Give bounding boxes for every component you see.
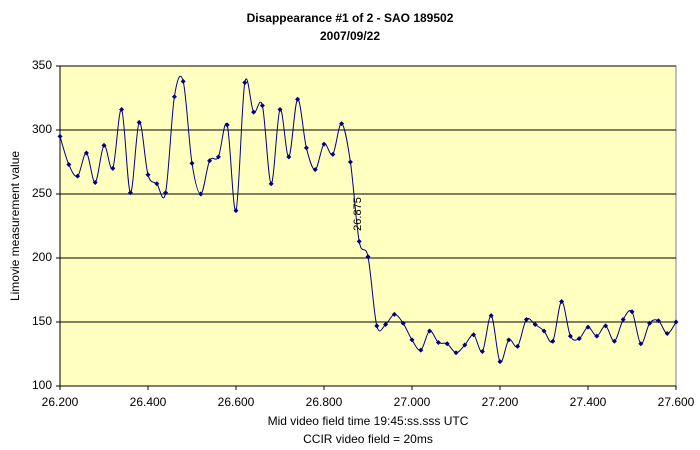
data-point <box>356 238 362 244</box>
data-point <box>435 339 441 345</box>
data-point <box>523 316 529 322</box>
data-point <box>400 320 406 326</box>
data-point <box>365 254 371 260</box>
data-point <box>603 323 609 329</box>
data-point <box>339 121 345 127</box>
data-point <box>664 331 670 337</box>
data-point <box>224 122 230 128</box>
data-point <box>66 162 72 168</box>
data-point <box>136 119 142 125</box>
data-point <box>471 332 477 338</box>
data-point <box>145 172 151 178</box>
data-point <box>576 336 582 342</box>
data-point <box>233 208 239 214</box>
data-point <box>383 322 389 328</box>
data-point <box>198 191 204 197</box>
data-point <box>629 309 635 315</box>
data-point <box>268 181 274 187</box>
data-point <box>207 158 213 164</box>
data-point <box>242 80 248 86</box>
x-axis-label: Mid video field time 19:45:ss.sss UTC <box>268 414 469 428</box>
data-point <box>374 323 380 329</box>
data-point <box>391 311 397 317</box>
data-point <box>251 109 257 115</box>
data-point <box>541 328 547 334</box>
data-point <box>83 150 89 156</box>
data-point <box>550 338 556 344</box>
y-tick-label: 350 <box>32 58 52 72</box>
data-point <box>171 94 177 100</box>
y-tick-label: 200 <box>32 250 52 264</box>
y-tick-label: 300 <box>32 122 52 136</box>
x-tick-label: 27.400 <box>570 395 607 409</box>
x-tick-label: 26.800 <box>306 395 343 409</box>
data-point <box>110 165 116 171</box>
data-point <box>532 322 538 328</box>
data-point <box>594 333 600 339</box>
data-point <box>75 173 81 179</box>
data-point <box>559 299 565 305</box>
data-point <box>585 324 591 330</box>
data-point <box>620 316 626 322</box>
data-point <box>303 145 309 151</box>
data-point <box>673 319 679 325</box>
data-point <box>330 151 336 157</box>
x-tick-label: 27.200 <box>482 395 519 409</box>
chart-title: Disappearance #1 of 2 - SAO 189502 <box>247 11 454 25</box>
data-point <box>286 154 292 160</box>
data-point <box>647 320 653 326</box>
x-tick-label: 27.600 <box>658 395 695 409</box>
data-point <box>127 190 133 196</box>
data-point <box>515 343 521 349</box>
data-point <box>321 141 327 147</box>
x-tick-label: 26.200 <box>42 395 79 409</box>
data-point <box>92 179 98 185</box>
data-point <box>444 341 450 347</box>
chart-subtitle: 2007/09/22 <box>320 29 380 43</box>
data-point <box>409 337 415 343</box>
data-point <box>347 159 353 165</box>
data-point <box>57 133 63 139</box>
y-tick-label: 250 <box>32 186 52 200</box>
data-point <box>506 337 512 343</box>
data-point <box>611 338 617 344</box>
data-point <box>418 347 424 353</box>
y-axis-label: Limovie measurement value <box>8 151 22 301</box>
data-point <box>295 96 301 102</box>
data-point <box>119 107 125 113</box>
plot-area <box>59 65 677 387</box>
y-tick-label: 150 <box>32 314 52 328</box>
y-tick-label: 100 <box>32 378 52 392</box>
data-point <box>497 359 503 365</box>
data-point <box>215 154 221 160</box>
data-point <box>462 342 468 348</box>
data-point <box>259 103 265 109</box>
data-point <box>488 313 494 319</box>
data-point <box>101 142 107 148</box>
x-tick-label: 27.000 <box>394 395 431 409</box>
data-point <box>567 333 573 339</box>
x-tick-label: 26.400 <box>130 395 167 409</box>
x-axis-label: CCIR video field = 20ms <box>303 432 433 446</box>
data-point <box>453 350 459 356</box>
data-point <box>638 341 644 347</box>
data-point <box>163 190 169 196</box>
data-point <box>189 160 195 166</box>
data-point <box>655 318 661 324</box>
x-tick-label: 26.600 <box>218 395 255 409</box>
data-point <box>427 328 433 334</box>
data-point <box>180 78 186 84</box>
data-point <box>154 181 160 187</box>
data-point <box>277 107 283 113</box>
annotation: 26.875 <box>352 197 364 231</box>
data-point <box>312 167 318 173</box>
data-point <box>479 348 485 354</box>
